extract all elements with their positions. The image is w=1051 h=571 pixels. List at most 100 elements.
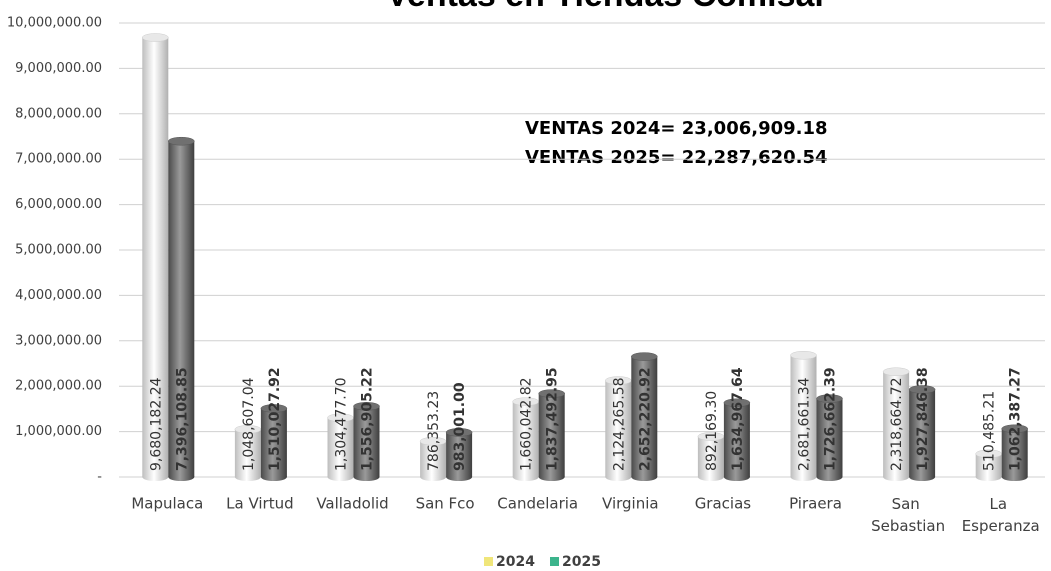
y-tick-label: 1,000,000.00 <box>15 424 102 439</box>
bar <box>353 402 380 481</box>
x-tick-label: Mapulaca <box>131 495 203 513</box>
bar-body <box>723 402 750 477</box>
y-tick-label: 6,000,000.00 <box>15 197 102 212</box>
bar <box>327 413 354 481</box>
bar-top <box>908 385 936 394</box>
legend-label: 2024 <box>496 554 535 570</box>
chart-title: Ventas en Tiendas Comisal <box>386 0 824 14</box>
bar <box>975 449 1002 481</box>
bar <box>234 425 262 481</box>
bar <box>1001 424 1028 481</box>
y-tick-label: 8,000,000.00 <box>15 106 102 121</box>
bar-body <box>353 406 380 477</box>
bar <box>445 428 473 481</box>
x-tick-label-line: Sebastian <box>871 517 945 535</box>
y-tick-label: 9,000,000.00 <box>15 61 102 76</box>
bar-body <box>697 436 724 477</box>
bar <box>723 398 751 481</box>
bar <box>790 351 817 481</box>
bar-top <box>142 33 169 42</box>
data-label: 892,169.30 <box>704 391 720 471</box>
bar <box>512 397 539 481</box>
bar <box>882 367 910 481</box>
x-tick-label: La Virtud <box>226 495 294 513</box>
data-label: 2,318,664.72 <box>889 377 905 471</box>
bar-body <box>327 417 354 477</box>
bar <box>538 389 565 481</box>
bar <box>419 437 447 481</box>
data-label: 1,510,027.92 <box>267 367 283 471</box>
x-tick-label: San Sebastian <box>871 495 945 535</box>
x-tick-label: La Esperanza <box>962 495 1040 535</box>
bar-body <box>605 380 632 477</box>
bar <box>908 385 936 481</box>
bar-top <box>168 136 195 146</box>
bar-body <box>909 389 936 477</box>
data-label: 1,660,042.82 <box>519 377 535 471</box>
bar-body <box>260 408 287 477</box>
annotation: VENTAS 2025= 22,287,620.54 <box>525 147 828 168</box>
bar-body <box>538 393 565 477</box>
x-tick-label: San Fco <box>416 495 475 513</box>
bar-body <box>512 401 539 477</box>
y-tick-label: 3,000,000.00 <box>15 333 102 348</box>
y-tick-label: 4,000,000.00 <box>15 288 102 303</box>
x-tick-label-line: La <box>990 495 1012 513</box>
data-label: 1,048,607.04 <box>241 377 257 471</box>
data-label: 1,837,492.95 <box>545 367 561 471</box>
data-label: 983,001.00 <box>452 382 468 471</box>
bar-body <box>631 356 658 477</box>
bar-body <box>975 453 1002 477</box>
data-label: 510,485.21 <box>982 391 998 471</box>
bar-top <box>631 352 658 361</box>
data-label: 2,124,265.58 <box>611 377 627 471</box>
bar-body <box>1001 428 1028 477</box>
bar-body <box>168 141 195 477</box>
bar-body <box>816 398 843 477</box>
bar-top <box>1001 424 1028 434</box>
y-tick-label: 10,000,000.00 <box>7 16 102 31</box>
data-label: 1,304,477.70 <box>334 377 350 471</box>
bar-body <box>790 355 817 477</box>
bar-body <box>420 441 447 477</box>
bar-top <box>816 394 843 403</box>
data-label: 9,680,182.24 <box>148 377 164 471</box>
data-label: 1,062,387.27 <box>1008 367 1024 471</box>
data-label: 1,726,662.39 <box>823 367 839 471</box>
bar-top <box>882 367 910 376</box>
y-tick-label: 7,000,000.00 <box>15 152 102 167</box>
bar-top <box>538 389 565 398</box>
bar <box>697 432 725 481</box>
data-label: 1,634,967.64 <box>730 367 746 471</box>
y-tick-label: 2,000,000.00 <box>15 379 102 394</box>
x-tick-label: Valladolid <box>316 495 388 513</box>
legend-label: 2025 <box>562 554 601 570</box>
data-label: 2,681,661.34 <box>797 377 813 471</box>
bar <box>631 352 658 481</box>
bar-top <box>790 351 817 360</box>
x-tick-label: Piraera <box>789 495 842 513</box>
data-label: 1,556,905.22 <box>360 367 376 471</box>
bar-body <box>883 371 910 477</box>
legend-swatch <box>550 557 559 566</box>
annotation: VENTAS 2024= 23,006,909.18 <box>525 118 828 139</box>
bar-top <box>260 404 288 413</box>
data-label: 7,396,108.85 <box>174 367 190 471</box>
bar-body <box>446 432 473 477</box>
y-tick-label: 5,000,000.00 <box>15 243 102 258</box>
x-tick-label-line: Esperanza <box>962 517 1040 535</box>
x-tick-label: Virginia <box>602 495 659 513</box>
y-tick-label: - <box>97 470 102 485</box>
bar <box>605 376 632 481</box>
bar-body <box>142 37 169 478</box>
data-label: 1,927,846.38 <box>915 367 931 471</box>
bar <box>816 394 843 481</box>
data-label: 2,652,220.92 <box>637 367 653 471</box>
bar-top <box>445 428 473 437</box>
data-label: 786,353.23 <box>426 391 442 471</box>
bar-top <box>353 402 380 411</box>
bar-top <box>723 398 751 408</box>
bar-body <box>234 429 261 477</box>
x-tick-label: Candelaria <box>497 495 578 513</box>
legend-swatch <box>484 557 493 566</box>
